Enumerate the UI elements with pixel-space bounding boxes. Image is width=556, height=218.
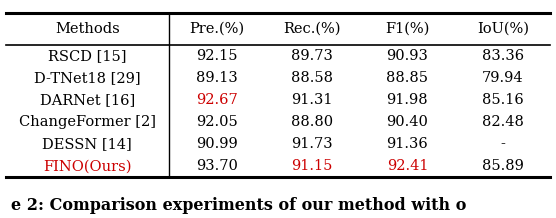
Text: 90.99: 90.99 <box>196 137 237 151</box>
Text: 85.89: 85.89 <box>482 159 524 173</box>
Text: 91.98: 91.98 <box>386 93 428 107</box>
Text: -: - <box>500 137 505 151</box>
Text: 92.41: 92.41 <box>386 159 428 173</box>
Text: IoU(%): IoU(%) <box>476 22 529 36</box>
Text: e 2: Comparison experiments of our method with o: e 2: Comparison experiments of our metho… <box>11 197 466 214</box>
Text: FINO(Ours): FINO(Ours) <box>43 159 132 173</box>
Text: 92.05: 92.05 <box>196 115 237 129</box>
Text: 88.85: 88.85 <box>386 71 429 85</box>
Text: Rec.(%): Rec.(%) <box>284 22 341 36</box>
Text: 93.70: 93.70 <box>196 159 237 173</box>
Text: RSCD [15]: RSCD [15] <box>48 49 127 63</box>
Text: 91.15: 91.15 <box>291 159 332 173</box>
Text: 88.58: 88.58 <box>291 71 333 85</box>
Text: 91.31: 91.31 <box>291 93 333 107</box>
Text: Pre.(%): Pre.(%) <box>189 22 244 36</box>
Text: 92.15: 92.15 <box>196 49 237 63</box>
Text: 91.36: 91.36 <box>386 137 428 151</box>
Text: ChangeFormer [2]: ChangeFormer [2] <box>19 115 156 129</box>
Text: 85.16: 85.16 <box>482 93 524 107</box>
Text: 89.73: 89.73 <box>291 49 333 63</box>
Text: 79.94: 79.94 <box>482 71 524 85</box>
Text: DARNet [16]: DARNet [16] <box>39 93 135 107</box>
Text: 90.40: 90.40 <box>386 115 428 129</box>
Text: D-TNet18 [29]: D-TNet18 [29] <box>34 71 141 85</box>
Text: F1(%): F1(%) <box>385 22 430 36</box>
Text: 89.13: 89.13 <box>196 71 237 85</box>
Text: 92.67: 92.67 <box>196 93 237 107</box>
Text: 83.36: 83.36 <box>481 49 524 63</box>
Text: 90.93: 90.93 <box>386 49 428 63</box>
Text: 82.48: 82.48 <box>482 115 524 129</box>
Text: 88.80: 88.80 <box>291 115 333 129</box>
Text: 91.73: 91.73 <box>291 137 333 151</box>
Text: Methods: Methods <box>55 22 120 36</box>
Text: DESSN [14]: DESSN [14] <box>42 137 132 151</box>
